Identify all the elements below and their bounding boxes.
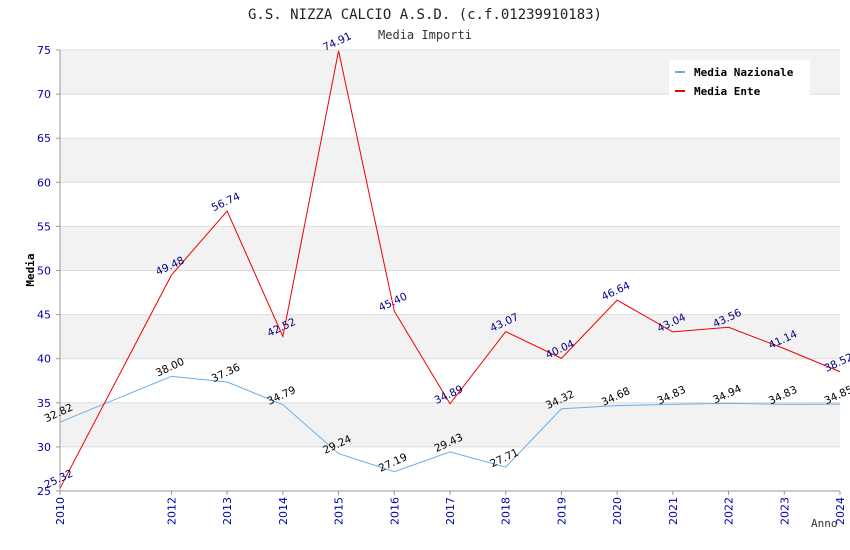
grid-band — [60, 270, 840, 315]
x-tick-label: 2024 — [834, 497, 847, 525]
y-tick-label: 25 — [37, 485, 51, 498]
y-axis-ticks: 25 30 35 40 45 50 55 60 65 70 75 — [37, 44, 60, 498]
x-tick-label: 2016 — [388, 497, 401, 525]
series-lines — [59, 50, 841, 489]
y-tick-label: 70 — [37, 88, 51, 101]
y-tick-label: 35 — [37, 397, 51, 410]
legend-label: Media Nazionale — [694, 66, 794, 79]
series-line-media-nazionale — [59, 375, 841, 473]
y-tick-label: 55 — [37, 220, 51, 233]
y-tick-label: 65 — [37, 132, 51, 145]
y-tick-label: 30 — [37, 441, 51, 454]
y-tick-label: 40 — [37, 353, 51, 366]
grid-band — [60, 226, 840, 271]
x-tick-label: 2019 — [555, 497, 568, 525]
legend-box — [669, 60, 810, 97]
x-tick-label: 2018 — [500, 497, 513, 525]
x-tick-label: 2010 — [54, 497, 67, 525]
grid-band — [60, 138, 840, 183]
grid-band — [60, 358, 840, 403]
grid-band — [60, 446, 840, 491]
grid-band — [60, 402, 840, 447]
y-tick-label: 60 — [37, 176, 51, 189]
grid-band — [60, 182, 840, 227]
x-tick-label: 2023 — [778, 497, 791, 525]
chart-title: G.S. NIZZA CALCIO A.S.D. (c.f.0123991018… — [248, 7, 602, 23]
x-tick-label: 2020 — [611, 497, 624, 525]
x-tick-label: 2022 — [723, 497, 736, 525]
x-tick-label: 2012 — [165, 497, 178, 525]
x-tick-label: 2015 — [333, 497, 346, 525]
series-line-media-ente — [59, 50, 841, 489]
x-axis-ticks: 2010 2012 2013 2014 2015 2016 2017 2018 2019 2020… — [54, 491, 847, 525]
x-tick-label: 2017 — [444, 497, 457, 525]
x-tick-label: 2014 — [277, 497, 290, 525]
plot-background — [60, 50, 840, 491]
legend: Media Nazionale Media Ente — [669, 60, 810, 98]
grid-band — [60, 314, 840, 359]
legend-label: Media Ente — [694, 85, 761, 98]
x-axis-label: Anno — [811, 517, 838, 530]
y-tick-label: 50 — [37, 265, 51, 278]
x-tick-label: 2021 — [667, 497, 680, 525]
x-tick-label: 2013 — [221, 497, 234, 525]
y-tick-label: 75 — [37, 44, 51, 57]
grid-band — [60, 94, 840, 139]
y-tick-label: 45 — [37, 309, 51, 322]
y-axis-label: Media — [24, 253, 37, 286]
chart-subtitle: Media Importi — [378, 28, 472, 42]
